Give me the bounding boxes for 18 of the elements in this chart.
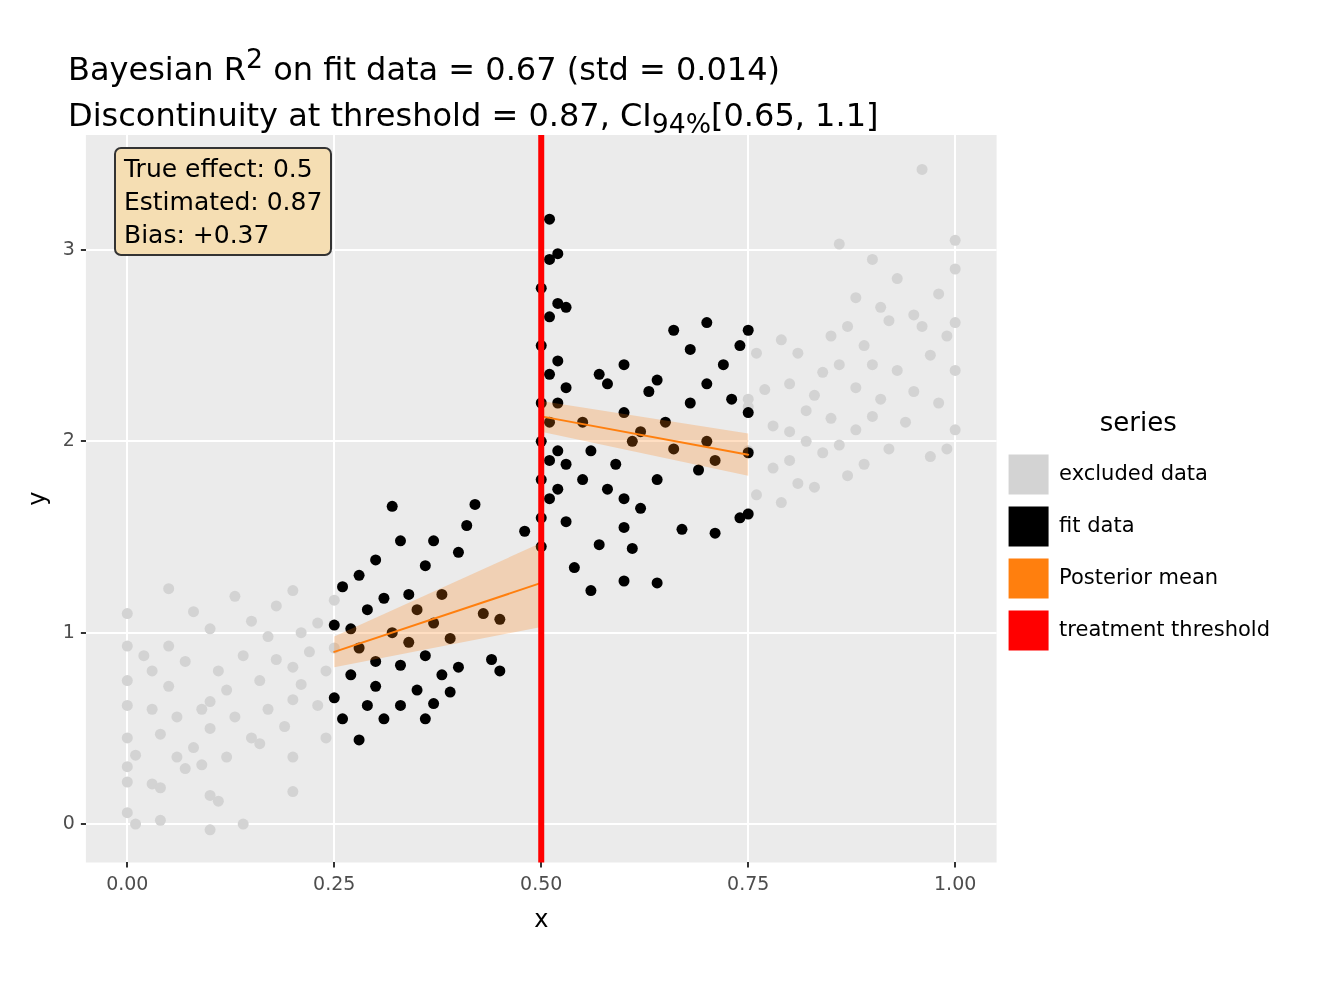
legend-label: Posterior mean [1059, 565, 1219, 590]
y-tick-label: 0 [62, 811, 75, 834]
x-tick-label: 0.00 [106, 871, 149, 894]
legend-label: fit data [1059, 513, 1135, 538]
x-axis-title: x [534, 904, 549, 933]
x-tick-label: 1.00 [934, 871, 977, 894]
x-tick-label: 0.50 [520, 871, 563, 894]
legend-label: excluded data [1059, 461, 1208, 486]
legend-title: series [1099, 407, 1177, 438]
chart-title: Bayesian R$^{2}$ on fit data = 0.67 (std = 0.014) Discontinuity at threshold = 0.87, CI$_{94%}$[0.65, 1.1] [68, 42, 879, 142]
x-tick-label: 0.75 [727, 871, 770, 894]
y-axis-title: y [22, 491, 51, 506]
x-tick-label: 0.25 [313, 871, 356, 894]
legend-label: treatment threshold [1059, 617, 1271, 642]
annotation: True effect: 0.5 Estimated: 0.87 Bias: +0.37 [114, 147, 333, 256]
y-tick-label: 1 [62, 619, 75, 642]
y-tick-label: 3 [62, 236, 75, 259]
y-tick-label: 2 [62, 428, 75, 451]
